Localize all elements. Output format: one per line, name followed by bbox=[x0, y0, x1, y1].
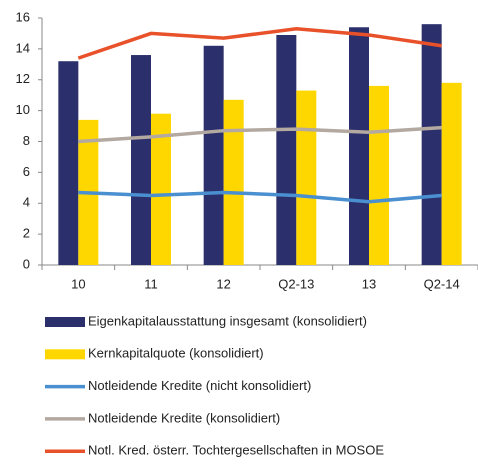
x-tick-label: Q2-13 bbox=[278, 276, 314, 291]
line bbox=[78, 190, 442, 204]
bar bbox=[421, 24, 442, 265]
x-tick-label: 12 bbox=[216, 276, 230, 291]
bar bbox=[369, 85, 389, 265]
y-tick-label: 10 bbox=[16, 102, 30, 117]
y-tick-label: 6 bbox=[23, 164, 30, 179]
bar bbox=[276, 34, 297, 266]
bar bbox=[58, 61, 79, 265]
y-tick-label: 14 bbox=[16, 40, 30, 55]
x-tick-label: 11 bbox=[144, 276, 158, 291]
y-tick-label: 2 bbox=[23, 226, 30, 241]
legend-label: Eigenkapitalausstattung insgesamt (konso… bbox=[88, 313, 367, 328]
bar bbox=[296, 90, 317, 266]
bar bbox=[223, 99, 244, 265]
bar bbox=[203, 45, 224, 265]
legend-swatch bbox=[45, 317, 85, 327]
x-tick-label: 10 bbox=[71, 276, 85, 291]
x-tick-label: 13 bbox=[362, 276, 376, 291]
y-tick-label: 0 bbox=[23, 256, 30, 271]
bar bbox=[151, 113, 171, 266]
bar bbox=[441, 82, 462, 266]
line bbox=[77, 27, 442, 60]
legend-label: Notleidende Kredite (konsolidiert) bbox=[88, 410, 280, 425]
legend-label: Kernkapitalquote (konsolidiert) bbox=[88, 346, 264, 361]
legend-label: Notleidende Kredite (nicht konsolidiert) bbox=[88, 378, 311, 393]
x-tick-label: Q2-14 bbox=[424, 276, 460, 291]
line bbox=[78, 125, 442, 144]
legend-label: Notl. Kred. österr. Tochtergesellschafte… bbox=[88, 443, 384, 458]
y-tick-label: 12 bbox=[16, 71, 30, 86]
bar bbox=[131, 55, 151, 265]
legend-swatch bbox=[45, 349, 85, 360]
bar bbox=[349, 27, 369, 266]
y-tick-label: 4 bbox=[23, 195, 30, 210]
y-tick-label: 16 bbox=[16, 9, 30, 24]
y-tick-label: 8 bbox=[23, 133, 30, 148]
